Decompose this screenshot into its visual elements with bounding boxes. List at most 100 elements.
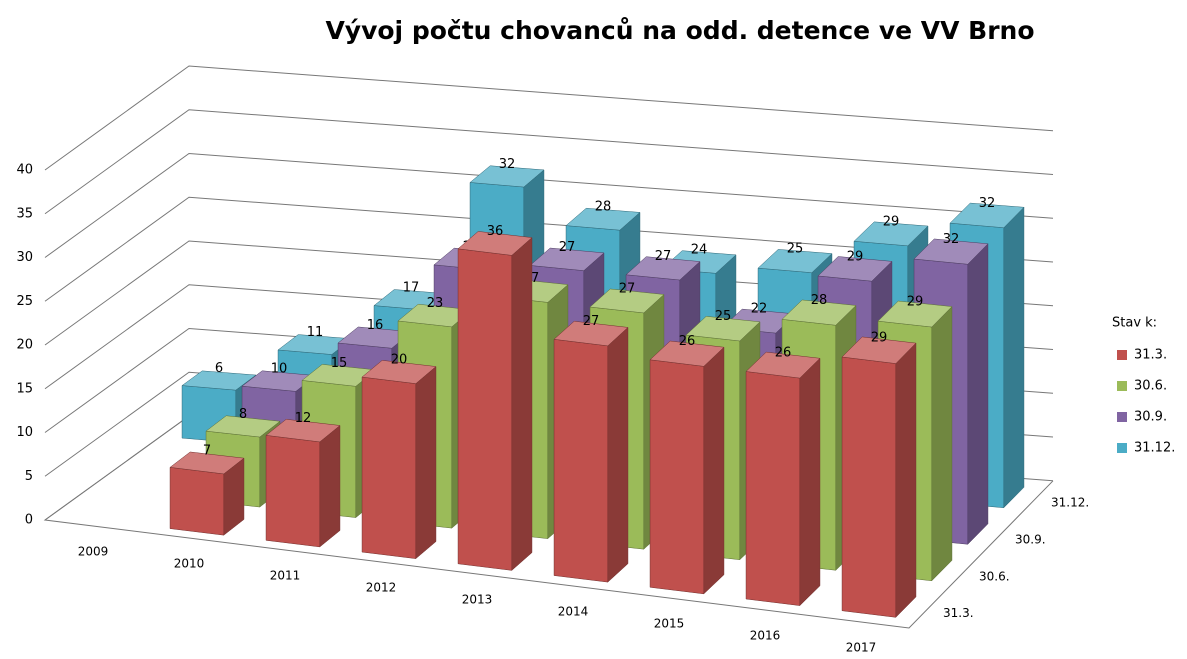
floor-edge <box>43 415 1054 629</box>
legend-swatch <box>1117 350 1127 360</box>
x-tick-label: 2009 <box>78 545 109 559</box>
depth-tick-label: 31.12. <box>1051 496 1089 510</box>
y-tick-label: 20 <box>16 338 33 353</box>
bar-side <box>607 326 629 583</box>
grid-line <box>44 196 1054 302</box>
bar-front <box>361 376 417 559</box>
y-tick-label: 15 <box>16 381 33 396</box>
data-label: 7 <box>203 443 211 458</box>
bar <box>361 360 437 560</box>
data-label: 12 <box>295 411 312 426</box>
bar-top <box>553 320 629 347</box>
data-label: 20 <box>391 352 408 367</box>
x-tick-label: 2013 <box>462 593 493 607</box>
legend-label: 30.9. <box>1134 410 1167 425</box>
bar-top <box>265 419 341 443</box>
bar-side <box>967 243 989 545</box>
data-label: 16 <box>367 318 384 333</box>
bar-top <box>853 221 929 247</box>
legend-label: 31.12. <box>1134 441 1175 456</box>
y-tick-label: 35 <box>16 206 33 221</box>
bar-front <box>553 339 609 583</box>
bar-top <box>361 360 437 384</box>
data-label: 24 <box>691 242 708 257</box>
data-label: 28 <box>595 200 612 215</box>
bar-side <box>703 346 725 595</box>
data-label: 32 <box>499 157 516 172</box>
bar <box>169 451 245 536</box>
legend-title: Stav k: <box>1112 316 1157 331</box>
bar-top <box>745 351 821 379</box>
y-tick-label: 10 <box>16 425 33 440</box>
depth-tick-label: 30.6. <box>979 569 1010 583</box>
data-label: 10 <box>271 362 288 377</box>
bar-front <box>457 248 513 571</box>
chart-title: Vývoj počtu chovanců na odd. detence ve … <box>325 16 1034 45</box>
data-label: 29 <box>847 249 864 264</box>
data-label: 17 <box>403 280 420 295</box>
bar-top <box>913 238 989 265</box>
data-label: 8 <box>239 407 247 422</box>
bar-front <box>265 435 321 548</box>
bar-side <box>511 237 533 571</box>
bar-side <box>319 424 341 548</box>
data-label: 36 <box>487 224 504 239</box>
bar-top <box>685 316 761 342</box>
bar-top <box>529 247 605 271</box>
y-tick-label: 5 <box>25 469 33 484</box>
data-label: 6 <box>215 361 223 376</box>
bar-front <box>169 467 225 536</box>
grid-line <box>44 152 1054 258</box>
x-tick-label: 2017 <box>846 641 877 655</box>
bar-side <box>931 305 953 582</box>
bar <box>553 320 629 583</box>
x-tick-label: 2012 <box>366 581 397 595</box>
bar <box>649 340 725 595</box>
data-label: 28 <box>811 293 828 308</box>
data-label: 29 <box>871 331 888 346</box>
bar-top <box>817 256 893 282</box>
y-tick-label: 0 <box>25 513 33 528</box>
data-label: 25 <box>715 309 732 324</box>
bar-side <box>415 366 437 560</box>
data-label: 27 <box>583 314 600 329</box>
bar-top <box>949 202 1025 228</box>
bar-top <box>757 249 833 273</box>
data-label: 29 <box>907 294 924 309</box>
x-tick-label: 2011 <box>270 569 301 583</box>
data-label: 27 <box>559 240 576 255</box>
bar-front <box>649 359 705 595</box>
data-label: 26 <box>679 334 696 349</box>
legend-swatch <box>1117 381 1127 391</box>
data-label: 23 <box>427 296 444 311</box>
x-tick-label: 2014 <box>558 605 589 619</box>
legend-label: 31.3. <box>1134 348 1167 363</box>
bar-top <box>589 288 665 314</box>
bar <box>457 231 533 571</box>
bar-top <box>565 207 641 231</box>
y-tick-label: 40 <box>16 163 33 178</box>
bar-top <box>457 231 533 256</box>
data-label: 26 <box>775 346 792 361</box>
bar-top <box>169 451 245 475</box>
bar <box>265 419 341 548</box>
data-label: 29 <box>883 214 900 229</box>
y-tick-label: 30 <box>16 250 33 265</box>
legend-swatch <box>1117 412 1127 422</box>
bar-front <box>745 371 801 606</box>
x-tick-label: 2016 <box>750 629 781 643</box>
grid-line <box>44 65 1054 171</box>
depth-tick-label: 30.9. <box>1015 533 1046 547</box>
data-label: 22 <box>751 302 768 317</box>
bar-top <box>205 415 281 438</box>
y-tick-label: 25 <box>16 294 33 309</box>
data-label: 25 <box>787 241 804 256</box>
data-label: 32 <box>943 232 960 247</box>
legend-label: 30.6. <box>1134 379 1167 394</box>
data-label: 27 <box>619 281 636 296</box>
bar <box>745 351 821 607</box>
x-tick-label: 2010 <box>174 557 205 571</box>
legend-swatch <box>1117 443 1127 453</box>
grid-line <box>44 109 1054 215</box>
